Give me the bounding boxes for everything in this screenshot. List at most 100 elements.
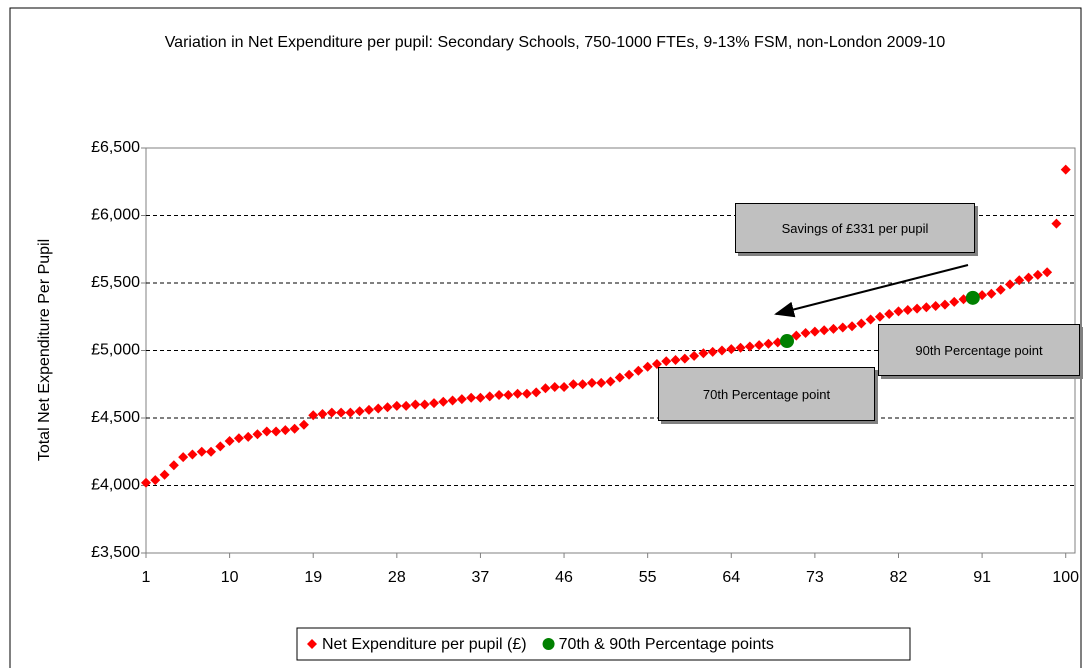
data-point — [178, 452, 189, 463]
data-point — [949, 296, 960, 307]
y-tick-label: £3,500 — [91, 544, 140, 561]
data-point — [549, 381, 560, 392]
data-point — [651, 359, 662, 369]
data-point — [336, 407, 347, 418]
data-point — [280, 425, 291, 436]
data-point — [965, 290, 980, 305]
data-point — [763, 338, 774, 349]
data-point — [428, 398, 439, 409]
annotation: 70th Percentage point — [658, 367, 875, 421]
data-point — [1014, 275, 1025, 286]
legend-label: Net Expenditure per pupil (£) — [322, 636, 527, 653]
data-point — [614, 372, 625, 383]
x-tick-label: 55 — [639, 569, 657, 586]
data-point — [224, 435, 235, 446]
y-tick-label: £6,500 — [91, 139, 140, 156]
y-tick-label: £6,000 — [91, 207, 140, 224]
x-tick-label: 1 — [142, 569, 151, 586]
data-point — [1042, 267, 1053, 278]
x-tick-label: 82 — [890, 569, 908, 586]
data-point — [363, 404, 374, 415]
chart-title: Variation in Net Expenditure per pupil: … — [164, 34, 946, 51]
data-point — [865, 314, 876, 325]
data-point — [168, 460, 179, 471]
y-axis-label: Total Net Expenditure Per Pupil — [36, 239, 53, 461]
data-point — [986, 288, 997, 299]
y-tick-label: £4,000 — [91, 477, 140, 494]
legend-label: 70th & 90th Percentage points — [559, 636, 774, 653]
x-tick-label: 28 — [388, 569, 406, 586]
data-point — [679, 353, 690, 364]
data-point — [586, 377, 597, 388]
data-point — [596, 377, 607, 388]
data-point — [531, 387, 542, 398]
data-point — [317, 408, 328, 419]
y-tick-label: £5,000 — [91, 342, 140, 359]
data-point — [354, 406, 365, 417]
legend-marker — [542, 638, 555, 650]
data-point — [837, 322, 848, 333]
x-tick-label: 10 — [221, 569, 239, 586]
data-point — [159, 469, 170, 480]
x-tick-label: 73 — [806, 569, 824, 586]
data-point — [475, 392, 486, 403]
data-point — [716, 345, 727, 356]
data-point — [466, 392, 477, 403]
data-point — [1023, 272, 1034, 283]
data-point — [271, 426, 282, 437]
data-point — [1060, 164, 1071, 175]
data-point — [196, 446, 207, 457]
data-point — [912, 303, 923, 314]
data-point — [494, 390, 505, 401]
annotation-arrow — [774, 264, 969, 318]
x-tick-label: 91 — [973, 569, 991, 586]
data-point — [893, 306, 904, 317]
data-point — [819, 325, 830, 336]
y-tick-label: £5,500 — [91, 274, 140, 291]
data-point — [289, 423, 300, 434]
data-point — [577, 379, 588, 390]
annotation: Savings of £331 per pupil — [735, 203, 975, 253]
data-point — [791, 330, 802, 341]
data-point — [141, 477, 151, 488]
data-point — [633, 365, 644, 376]
data-point — [308, 410, 319, 421]
data-point — [847, 321, 858, 332]
data-point — [521, 388, 532, 399]
data-point — [401, 400, 412, 411]
data-point — [735, 342, 746, 353]
data-point — [233, 433, 244, 444]
data-point — [642, 361, 653, 372]
data-point — [689, 350, 700, 361]
data-point — [419, 399, 430, 410]
data-point — [243, 431, 254, 442]
data-point — [568, 379, 579, 390]
legend-marker — [307, 639, 317, 649]
legend — [296, 627, 911, 661]
data-point — [345, 407, 356, 418]
data-point — [726, 344, 737, 355]
data-point — [512, 388, 523, 399]
data-point — [503, 390, 514, 401]
data-point — [215, 441, 226, 452]
data-point — [252, 429, 263, 440]
data-point — [298, 419, 309, 430]
data-point — [456, 394, 467, 405]
data-point — [382, 402, 393, 413]
data-point — [410, 399, 421, 410]
x-tick-label: 64 — [722, 569, 740, 586]
data-point — [559, 381, 570, 392]
data-point — [206, 446, 217, 457]
data-point — [744, 341, 755, 352]
data-point — [995, 284, 1006, 295]
data-point — [326, 407, 337, 418]
data-point — [856, 318, 867, 329]
x-tick-label: 19 — [304, 569, 322, 586]
data-point — [921, 302, 932, 313]
data-point — [150, 475, 161, 486]
data-point — [828, 323, 839, 334]
data-point — [809, 326, 820, 337]
y-tick-label: £4,500 — [91, 409, 140, 426]
data-point — [447, 395, 458, 406]
